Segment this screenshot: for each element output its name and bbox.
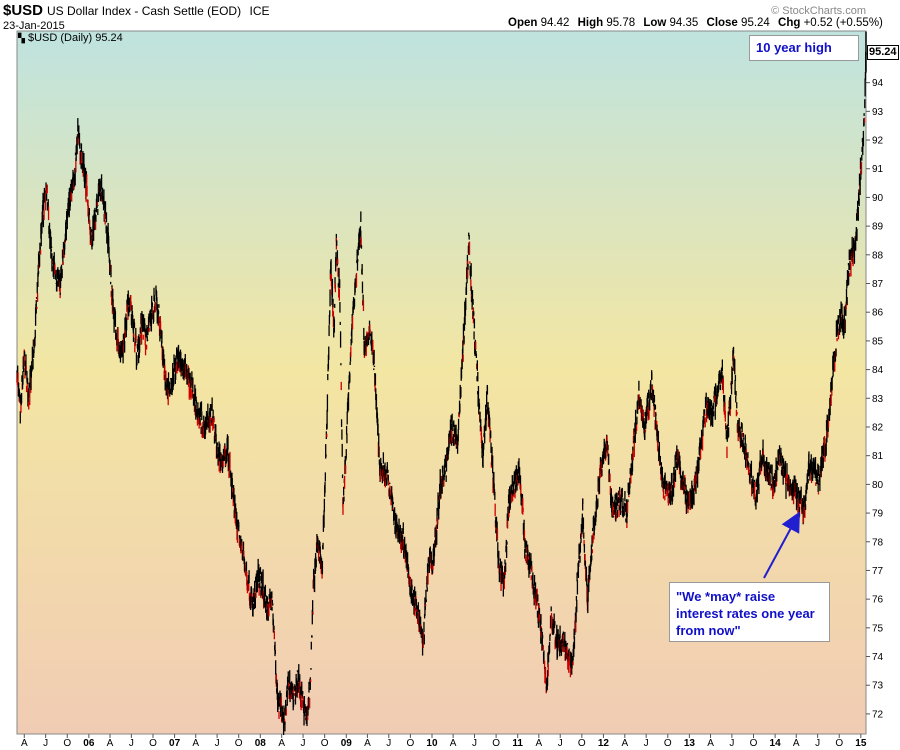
high-value: 95.78 — [606, 17, 636, 29]
chart-type-icon: ▚ — [18, 33, 25, 43]
series-legend: ▚ $USD (Daily) 95.24 — [18, 32, 123, 44]
annotation-fed-quote: "We *may* raise interest rates one year … — [669, 582, 830, 642]
y-tick-label: 76 — [872, 595, 884, 606]
y-tick-label: 86 — [872, 308, 884, 319]
chart-date: 23-Jan-2015 — [3, 20, 65, 32]
y-tick-label: 88 — [872, 250, 884, 261]
symbol: $USD — [3, 2, 44, 19]
last-price-tag: 95.24 — [867, 45, 899, 60]
x-tick-label: 15 — [855, 738, 867, 749]
symbol-description: US Dollar Index - Cash Settle (EOD) — [47, 4, 242, 18]
chart-header: $USD US Dollar Index - Cash Settle (EOD) … — [3, 2, 270, 20]
y-tick-label: 89 — [872, 222, 884, 233]
x-tick-label: O — [578, 738, 586, 749]
x-tick-label: 11 — [512, 738, 523, 749]
x-tick-label: A — [192, 738, 199, 749]
y-tick-label: 83 — [872, 394, 884, 405]
x-tick-label: J — [472, 738, 477, 749]
x-tick-label: 13 — [684, 738, 696, 749]
y-tick-label: 93 — [872, 107, 884, 118]
x-tick-label: O — [664, 738, 672, 749]
x-tick-label: 08 — [255, 738, 267, 749]
y-tick-label: 73 — [872, 681, 884, 692]
y-tick-label: 90 — [872, 193, 884, 204]
x-tick-label: J — [215, 738, 220, 749]
y-axis: 72 73 74 75 76 77 78 79 80 81 82 83 84 85 86 87 88 89 90 91… — [866, 49, 884, 720]
y-tick-label: 75 — [872, 623, 884, 634]
x-tick-label: J — [129, 738, 134, 749]
x-tick-label: O — [492, 738, 500, 749]
x-tick-label: 07 — [169, 738, 181, 749]
x-tick-label: A — [793, 738, 800, 749]
y-tick-label: 80 — [872, 480, 884, 491]
x-tick-label: J — [386, 738, 391, 749]
x-tick-label: J — [301, 738, 306, 749]
x-tick-label: 06 — [83, 738, 95, 749]
x-tick-label: J — [815, 738, 820, 749]
close-value: 95.24 — [741, 17, 770, 29]
chg-value: +0.52 (+0.55%) — [803, 17, 883, 29]
exchange: ICE — [249, 4, 270, 18]
x-tick-label: O — [235, 738, 243, 749]
x-tick-label: O — [149, 738, 157, 749]
x-tick-label: 12 — [598, 738, 610, 749]
y-tick-label: 79 — [872, 509, 884, 520]
x-tick-label: 10 — [426, 738, 438, 749]
y-tick-label: 94 — [872, 78, 884, 89]
ohlc-readout: Open 94.42 High 95.78 Low 94.35 Close 95… — [508, 17, 888, 29]
x-tick-label: O — [835, 738, 843, 749]
x-tick-label: A — [707, 738, 714, 749]
y-tick-label: 91 — [872, 164, 884, 175]
x-tick-label: J — [644, 738, 649, 749]
y-tick-label: 81 — [872, 451, 884, 462]
x-tick-label: J — [43, 738, 48, 749]
annotation-10-year-high: 10 year high — [749, 35, 859, 61]
y-tick-label: 72 — [872, 709, 884, 720]
x-tick-label: A — [621, 738, 628, 749]
x-tick-label: J — [558, 738, 563, 749]
y-tick-label: 74 — [872, 652, 884, 663]
x-tick-label: O — [321, 738, 329, 749]
y-tick-label: 87 — [872, 279, 884, 290]
low-label: Low — [643, 17, 667, 29]
y-tick-label: 78 — [872, 537, 884, 548]
high-label: High — [577, 17, 604, 29]
x-tick-label: A — [364, 738, 371, 749]
open-label: Open — [508, 17, 538, 29]
x-axis: A J O 06 A J O 07 A J O 08 A J O 09 A J O 10 A J O 11 A J O 12 A J O 13… — [21, 734, 867, 749]
low-value: 94.35 — [669, 17, 699, 29]
x-tick-label: 14 — [770, 738, 782, 749]
open-value: 94.42 — [540, 17, 570, 29]
x-tick-label: 09 — [341, 738, 353, 749]
y-tick-label: 92 — [872, 136, 884, 147]
x-tick-label: A — [450, 738, 457, 749]
chg-label: Chg — [778, 17, 801, 29]
x-tick-label: O — [750, 738, 758, 749]
x-tick-label: A — [107, 738, 114, 749]
x-tick-label: A — [21, 738, 28, 749]
price-series — [16, 31, 867, 735]
close-label: Close — [706, 17, 738, 29]
y-tick-label: 82 — [872, 422, 884, 433]
y-tick-label: 85 — [872, 336, 884, 347]
x-tick-label: J — [729, 738, 734, 749]
y-tick-label: 77 — [872, 566, 884, 577]
y-tick-label: 84 — [872, 365, 884, 376]
x-tick-label: O — [63, 738, 71, 749]
x-tick-label: A — [536, 738, 543, 749]
annotation-arrow — [763, 511, 800, 579]
brand-watermark[interactable]: © StockCharts.com — [771, 5, 866, 17]
x-tick-label: O — [406, 738, 414, 749]
legend-text: $USD (Daily) 95.24 — [28, 32, 123, 44]
x-tick-label: A — [278, 738, 285, 749]
